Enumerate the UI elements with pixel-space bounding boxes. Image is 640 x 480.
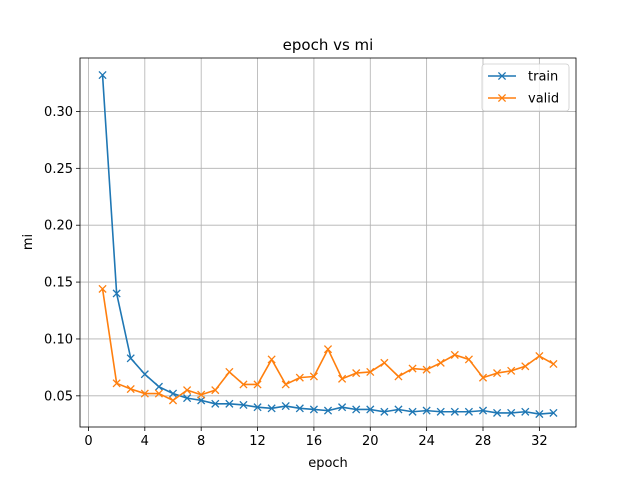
legend-label-train: train [528, 70, 558, 85]
data-point-train [521, 407, 530, 416]
data-point-train [507, 408, 516, 417]
chart-title: epoch vs mi [283, 36, 374, 54]
axis-ticks: 0 4 8 12 16 20 24 28 32 0.05 0.10 0.15 0.20 0.25 0.30 [44, 105, 548, 449]
data-point-valid [126, 384, 135, 394]
data-point-train [140, 370, 149, 379]
x-tick-label: 32 [531, 434, 548, 449]
data-point-valid [507, 366, 516, 375]
data-point-valid [535, 351, 544, 361]
y-tick-label: 0.10 [44, 332, 73, 347]
data-point-train [323, 406, 333, 415]
data-point-train [408, 407, 417, 416]
data-point-train [535, 409, 544, 419]
data-point-valid [422, 365, 431, 374]
data-point-valid [197, 390, 206, 399]
x-axis-label: epoch [308, 456, 348, 471]
data-point-valid [493, 369, 502, 378]
data-point-train [253, 403, 262, 412]
legend-entry-valid: valid [488, 92, 559, 107]
data-point-train [295, 404, 304, 413]
data-point-train [126, 354, 135, 363]
data-point-valid [338, 374, 347, 383]
series-train [98, 71, 558, 419]
data-point-train [112, 289, 121, 298]
data-point-train [366, 405, 375, 414]
legend-marker-valid [497, 93, 507, 103]
data-point-train [478, 406, 488, 415]
x-tick-label: 16 [306, 434, 323, 449]
data-point-valid [464, 355, 473, 364]
data-point-valid [309, 372, 318, 381]
x-tick-label: 28 [475, 434, 492, 449]
x-tick-label: 8 [197, 434, 205, 449]
data-point-valid [253, 380, 262, 389]
y-axis-label: mi [21, 234, 36, 250]
data-point-train [154, 382, 163, 391]
data-point-valid [168, 396, 178, 405]
data-point-valid [436, 358, 445, 367]
legend: train valid [481, 63, 570, 112]
data-point-train [549, 408, 558, 417]
series-valid [98, 284, 558, 405]
data-point-train [267, 404, 276, 413]
data-point-train [211, 399, 220, 408]
plot-frame [79, 57, 577, 428]
data-point-valid [394, 372, 403, 381]
data-point-train [98, 71, 107, 80]
x-tick-label: 20 [362, 434, 379, 449]
data-point-valid [140, 389, 149, 398]
data-point-valid [450, 350, 459, 359]
data-point-valid [112, 379, 121, 388]
data-point-train [239, 400, 248, 409]
data-point-valid [154, 389, 163, 398]
legend-label-valid: valid [528, 92, 559, 107]
data-point-valid [225, 367, 234, 377]
data-point-valid [281, 380, 290, 389]
plot-series [98, 71, 558, 419]
data-point-valid [295, 373, 304, 382]
data-point-train [422, 406, 431, 415]
data-point-train [168, 389, 178, 398]
legend-marker-train [497, 71, 507, 81]
data-point-valid [183, 386, 192, 395]
data-point-train [309, 405, 318, 414]
y-tick-label: 0.25 [44, 162, 73, 177]
data-point-train [352, 405, 361, 414]
data-point-valid [211, 386, 220, 395]
x-tick-label: 24 [418, 434, 435, 449]
data-point-valid [549, 359, 558, 369]
data-point-valid [380, 358, 389, 367]
data-point-train [394, 405, 403, 414]
y-tick-label: 0.30 [44, 105, 73, 120]
data-point-valid [521, 362, 530, 371]
data-point-train [183, 394, 192, 403]
data-point-train [281, 402, 290, 411]
data-point-valid [408, 364, 417, 373]
data-point-valid [239, 380, 248, 389]
data-point-train [380, 407, 389, 416]
data-point-valid [352, 369, 361, 378]
data-point-train [225, 399, 234, 408]
y-tick-label: 0.05 [44, 389, 73, 404]
grid-lines [80, 58, 576, 427]
data-point-valid [267, 355, 276, 364]
data-point-train [450, 407, 459, 416]
x-tick-label: 12 [249, 434, 266, 449]
legend-entry-train: train [488, 70, 558, 85]
y-tick-label: 0.15 [44, 276, 73, 291]
data-point-valid [366, 367, 375, 377]
data-point-valid [323, 345, 333, 354]
data-point-train [436, 407, 445, 416]
data-point-valid [478, 373, 488, 382]
data-point-train [464, 407, 473, 416]
data-point-valid [98, 284, 107, 293]
data-point-train [493, 408, 502, 417]
x-tick-label: 4 [141, 434, 149, 449]
x-tick-label: 0 [84, 434, 92, 449]
y-tick-label: 0.20 [44, 219, 73, 234]
data-point-train [338, 403, 347, 412]
